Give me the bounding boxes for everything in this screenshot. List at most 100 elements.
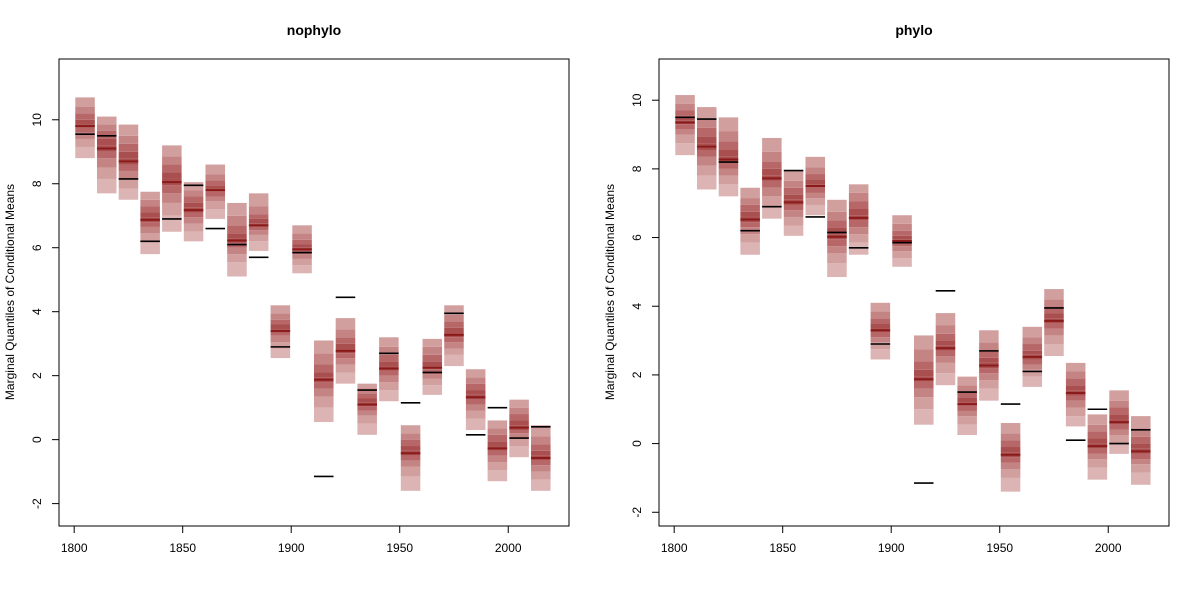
quantile-band xyxy=(696,149,717,157)
quantile-band xyxy=(914,409,934,425)
quantile-band xyxy=(1065,395,1086,401)
quantile-band xyxy=(740,211,760,217)
quantile-band xyxy=(783,180,804,188)
quantile-band xyxy=(1022,344,1043,351)
y-tick-label: 2 xyxy=(30,372,44,379)
y-axis-label: Marginal Quantiles of Conditional Means xyxy=(3,184,17,400)
quantile-box xyxy=(248,193,269,251)
y-tick-label: 0 xyxy=(630,440,644,447)
quantile-box xyxy=(465,369,486,431)
y-axis: -2 0 2 4 6 8 10 xyxy=(630,93,660,518)
quantile-band xyxy=(892,223,912,231)
quantile-band xyxy=(75,97,95,107)
quantile-band xyxy=(957,424,977,436)
quantile-band xyxy=(465,383,486,391)
quantile-band xyxy=(531,436,551,445)
quantile-band xyxy=(118,170,139,179)
quantile-band xyxy=(740,234,760,243)
quantile-band xyxy=(140,241,160,255)
quantile-band xyxy=(531,479,551,491)
x-axis: 1800 1850 1900 1950 2000 xyxy=(61,525,522,555)
quantile-band xyxy=(270,305,291,314)
quantile-band xyxy=(162,164,182,173)
quantile-band xyxy=(118,188,139,200)
quantile-band xyxy=(827,199,847,212)
quantile-band xyxy=(1044,306,1064,314)
quantile-box xyxy=(270,305,291,359)
quantile-band xyxy=(675,110,695,116)
quantile-box xyxy=(509,399,529,458)
quantile-band xyxy=(183,212,204,218)
quantile-band xyxy=(227,254,247,263)
quantile-band xyxy=(357,393,377,399)
quantile-band xyxy=(675,134,695,144)
quantile-band xyxy=(335,337,356,344)
quantile-box xyxy=(292,225,312,274)
quantile-band xyxy=(422,361,443,367)
quantile-band xyxy=(140,222,160,227)
quantile-band xyxy=(740,187,760,199)
y-tick-label: 10 xyxy=(630,93,644,107)
quantile-band xyxy=(379,382,399,391)
quantile-band xyxy=(227,233,247,239)
quantile-box xyxy=(740,187,760,255)
quantile-band xyxy=(96,138,117,146)
quantile-band xyxy=(183,223,204,232)
quantile-band xyxy=(96,124,117,131)
quantile-band xyxy=(422,354,443,362)
quantile-band xyxy=(935,356,956,363)
quantile-band xyxy=(805,204,826,216)
x-tick-label: 1800 xyxy=(61,541,88,555)
quantile-box xyxy=(892,215,912,267)
quantile-band xyxy=(314,382,334,389)
quantile-band xyxy=(96,167,117,179)
quantile-band xyxy=(118,164,139,171)
quantile-band xyxy=(379,354,399,362)
quantile-band xyxy=(400,446,421,451)
quantile-band xyxy=(914,369,934,377)
quantile-band xyxy=(465,377,486,384)
quantile-band xyxy=(465,390,486,395)
quantile-band xyxy=(957,392,977,398)
quantile-band xyxy=(487,441,508,447)
quantile-band xyxy=(487,428,508,435)
quantile-band xyxy=(1000,469,1021,478)
quantile-band xyxy=(783,194,804,200)
quantile-band xyxy=(979,380,999,389)
quantile-band xyxy=(1087,448,1108,454)
quantile-band xyxy=(75,127,95,133)
quantile-box xyxy=(227,202,247,277)
quantile-band xyxy=(848,220,869,228)
quantile-band xyxy=(96,158,117,168)
quantile-band xyxy=(379,375,399,383)
quantile-band xyxy=(783,170,804,181)
quantile-band xyxy=(870,318,891,324)
x-tick-label: 1850 xyxy=(169,541,196,555)
quantile-band xyxy=(162,193,182,203)
quantile-band xyxy=(96,178,117,194)
quantile-band xyxy=(118,135,139,144)
quantile-band xyxy=(957,410,977,417)
quantile-band xyxy=(357,415,377,424)
quantile-box xyxy=(805,156,826,216)
quantile-band xyxy=(335,353,356,359)
quantile-band xyxy=(140,199,160,207)
quantile-band xyxy=(140,206,160,213)
quantile-box xyxy=(827,199,847,278)
quantile-band xyxy=(675,143,695,156)
quantile-band xyxy=(1022,369,1043,377)
quantile-band xyxy=(762,196,782,207)
quantile-band xyxy=(718,141,739,150)
quantile-band xyxy=(783,187,804,195)
quantile-band xyxy=(827,263,847,278)
quantile-band xyxy=(227,247,247,255)
quantile-band xyxy=(1131,453,1151,460)
panel-phylo: phylo Marginal Quantiles of Conditional … xyxy=(603,22,1170,555)
quantile-band xyxy=(696,165,717,176)
x-tick-label: 1950 xyxy=(986,541,1013,555)
quantile-band xyxy=(227,215,247,226)
quantile-band xyxy=(914,335,934,350)
y-tick-label: 4 xyxy=(30,308,44,315)
quantile-box xyxy=(531,425,551,491)
quantile-band xyxy=(422,346,443,355)
